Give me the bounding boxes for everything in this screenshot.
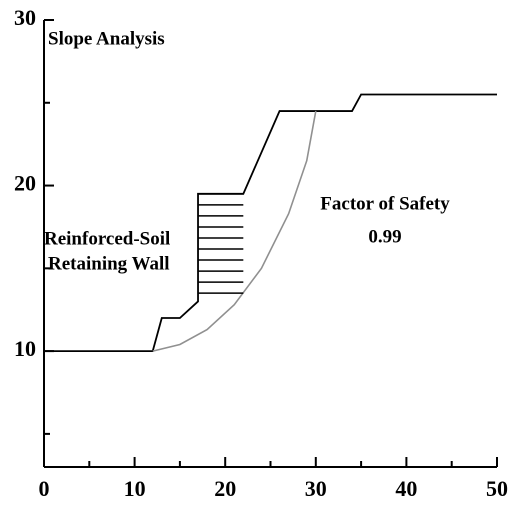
annotation: Reinforced-Soil <box>44 228 170 249</box>
y-tick-label: 20 <box>14 171 36 196</box>
annotation: Factor of Safety <box>320 193 450 214</box>
annotation: Retaining Wall <box>48 253 170 274</box>
chart-title: Slope Analysis <box>48 28 165 49</box>
x-tick-label: 0 <box>39 476 50 501</box>
x-tick-label: 20 <box>214 476 236 501</box>
x-tick-label: 40 <box>395 476 417 501</box>
slip-surface <box>152 110 317 352</box>
annotation: 0.99 <box>368 226 401 247</box>
y-tick-label: 30 <box>14 5 36 30</box>
y-tick-label: 10 <box>14 336 36 361</box>
x-tick-label: 50 <box>486 476 508 501</box>
x-tick-label: 30 <box>305 476 327 501</box>
x-tick-label: 10 <box>124 476 146 501</box>
ground-profile <box>44 93 497 353</box>
